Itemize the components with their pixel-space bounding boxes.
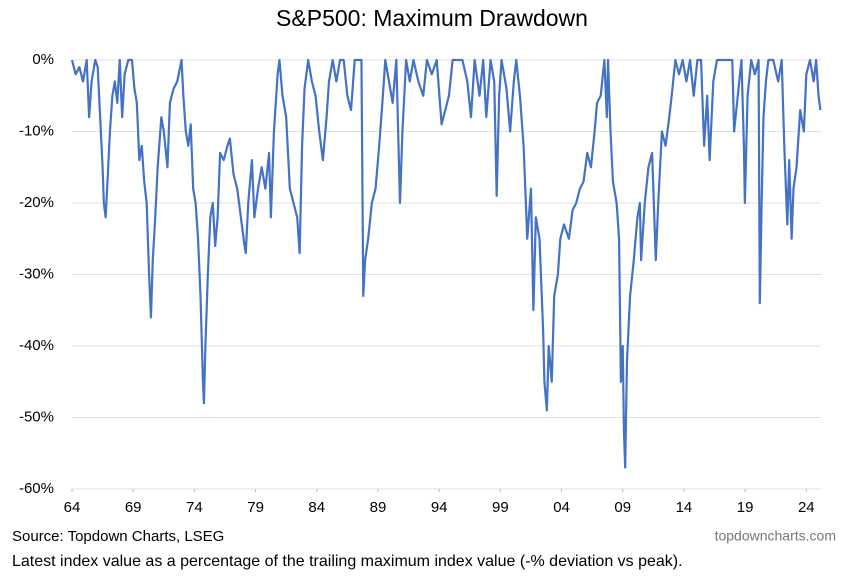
y-tick-label: -20% (19, 194, 54, 211)
y-tick-label: -50% (19, 408, 54, 425)
x-tick-label: 69 (125, 499, 142, 516)
watermark: topdowncharts.com (715, 528, 836, 544)
y-tick-label: 0% (32, 51, 54, 68)
x-tick-label: 14 (676, 499, 693, 516)
x-tick-label: 04 (553, 499, 570, 516)
x-tick-label: 24 (798, 499, 815, 516)
x-tick-label: 74 (186, 499, 203, 516)
x-tick-label: 94 (431, 499, 448, 516)
chart-title: S&P500: Maximum Drawdown (276, 5, 588, 31)
y-tick-label: -10% (19, 122, 54, 139)
y-tick-label: -30% (19, 265, 54, 282)
x-tick-label: 79 (247, 499, 264, 516)
y-tick-label: -40% (19, 337, 54, 354)
x-tick-label: 89 (370, 499, 387, 516)
y-tick-label: -60% (19, 480, 54, 497)
source-note: Source: Topdown Charts, LSEG (12, 528, 224, 545)
drawdown-line (70, 58, 822, 469)
x-tick-label: 99 (492, 499, 509, 516)
x-tick-label: 64 (64, 499, 81, 516)
caption: Latest index value as a percentage of th… (12, 553, 683, 570)
x-tick-label: 19 (737, 499, 754, 516)
x-tick-label: 09 (614, 499, 631, 516)
x-tick-label: 84 (308, 499, 325, 516)
